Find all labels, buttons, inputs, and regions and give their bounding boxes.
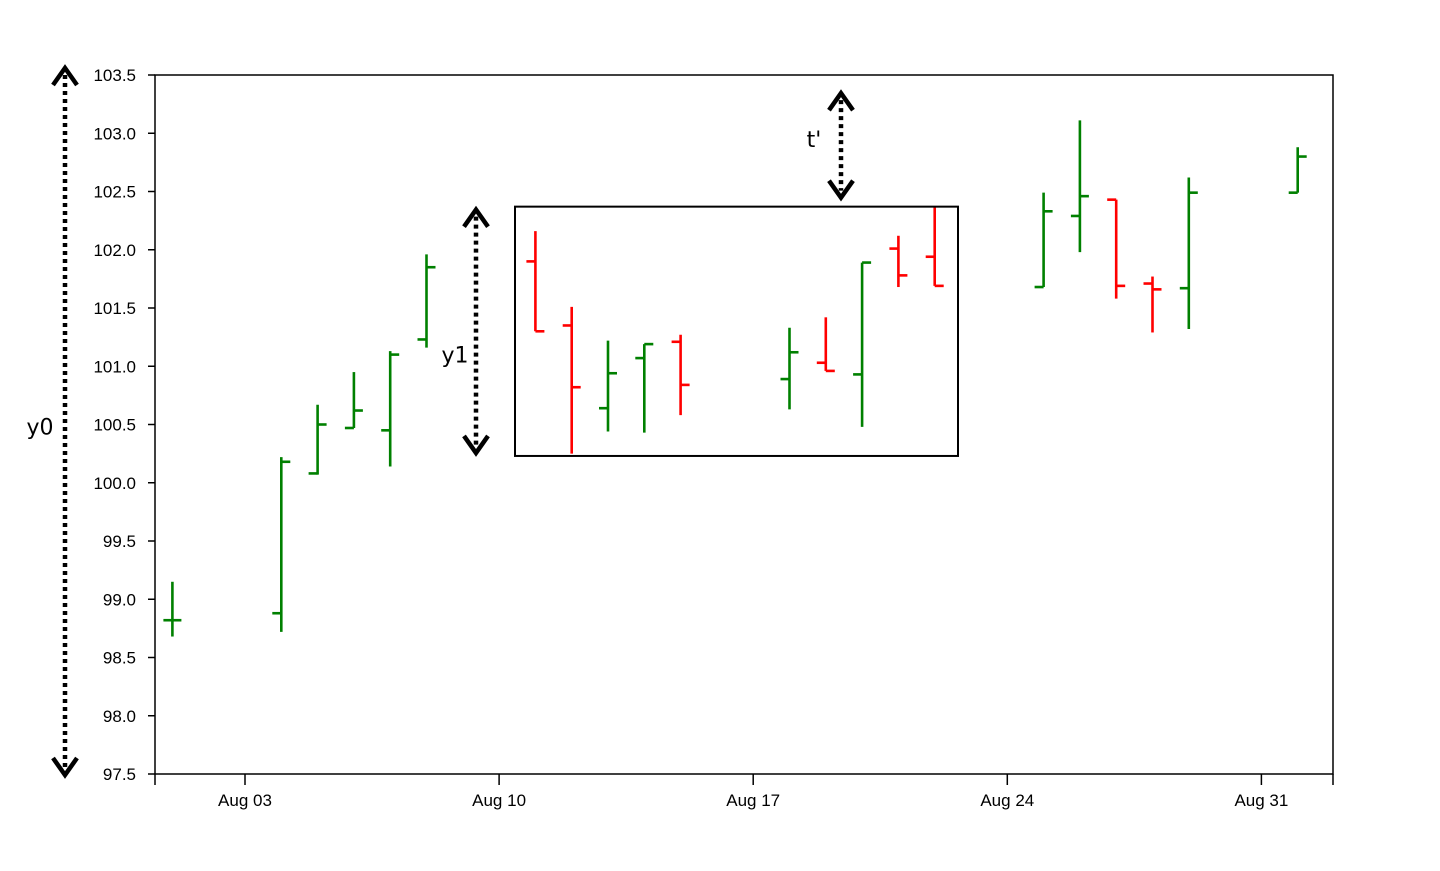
ohlc-bar — [526, 231, 545, 333]
annotations: y0 y1 t' — [26, 64, 959, 779]
y-tick-label: 100.0 — [93, 474, 136, 493]
ohlc-bar — [1070, 120, 1089, 253]
zoom-box — [514, 205, 959, 457]
ohlc-bar — [1179, 177, 1198, 329]
x-tick-label: Aug 24 — [980, 791, 1034, 810]
y-tick-label: 99.5 — [103, 532, 136, 551]
arrow-head-up — [462, 205, 490, 228]
y-tick-label: 98.5 — [103, 649, 136, 668]
t-prime-arrow — [827, 89, 855, 202]
ohlc-bar — [853, 261, 872, 427]
y-tick-label: 102.0 — [93, 241, 136, 260]
ohlc-bar — [1288, 147, 1307, 194]
x-tick-label: Aug 03 — [218, 791, 272, 810]
arrow-head-up — [827, 89, 855, 112]
ohlc-bar — [599, 340, 617, 432]
y-tick-label: 103.0 — [93, 124, 136, 143]
y-tick-label: 102.5 — [93, 183, 136, 202]
ohlc-bars — [163, 120, 1307, 637]
y1-arrow — [462, 205, 490, 457]
x-tick-label: Aug 17 — [726, 791, 780, 810]
ohlc-bar — [671, 334, 690, 416]
y0-arrow — [51, 64, 79, 779]
arrow-head-down — [827, 179, 855, 202]
ohlc-bar — [925, 206, 944, 288]
ohlc-bar — [344, 372, 363, 430]
arrow-head-up — [51, 64, 79, 87]
ohlc-bar — [562, 306, 581, 454]
y-tick-label: 100.5 — [93, 416, 136, 435]
plot-border — [154, 74, 1334, 775]
ohlc-bar — [635, 342, 654, 433]
ohlc-bar — [1107, 198, 1126, 299]
y-tick-label: 103.5 — [93, 66, 136, 85]
ohlc-bar — [381, 351, 400, 467]
t-prime-label: t' — [807, 128, 822, 153]
y-tick-label: 99.0 — [103, 590, 136, 609]
ohlc-bar — [889, 235, 908, 288]
ohlc-bar — [1143, 276, 1162, 333]
y-tick-label: 101.5 — [93, 299, 136, 318]
x-tick-label: Aug 31 — [1234, 791, 1288, 810]
y1-label: y1 — [441, 344, 468, 369]
y0-label: y0 — [26, 416, 53, 441]
ohlc-bar — [308, 404, 327, 475]
ohlc-bar — [417, 254, 436, 348]
ohlc-bar — [780, 327, 799, 410]
y-tick-label: 101.0 — [93, 357, 136, 376]
y-axis: 97.5 98.0 98.5 99.0 99.5 100.0 100.5 101.0 101.5… — [93, 66, 155, 784]
y-tick-label: 98.0 — [103, 707, 136, 726]
x-axis: Aug 03 Aug 10 Aug 17 Aug 24 Aug 31 — [154, 774, 1334, 810]
ohlc-bar — [1034, 192, 1053, 289]
arrow-head-down — [462, 434, 490, 457]
arrow-head-down — [51, 756, 79, 779]
ohlc-bar — [163, 581, 182, 637]
x-tick-label: Aug 10 — [472, 791, 526, 810]
ohlc-bar — [272, 457, 291, 632]
ohlc-bar — [816, 317, 835, 373]
plot-frame — [154, 74, 1334, 775]
y-tick-label: 97.5 — [103, 765, 136, 784]
